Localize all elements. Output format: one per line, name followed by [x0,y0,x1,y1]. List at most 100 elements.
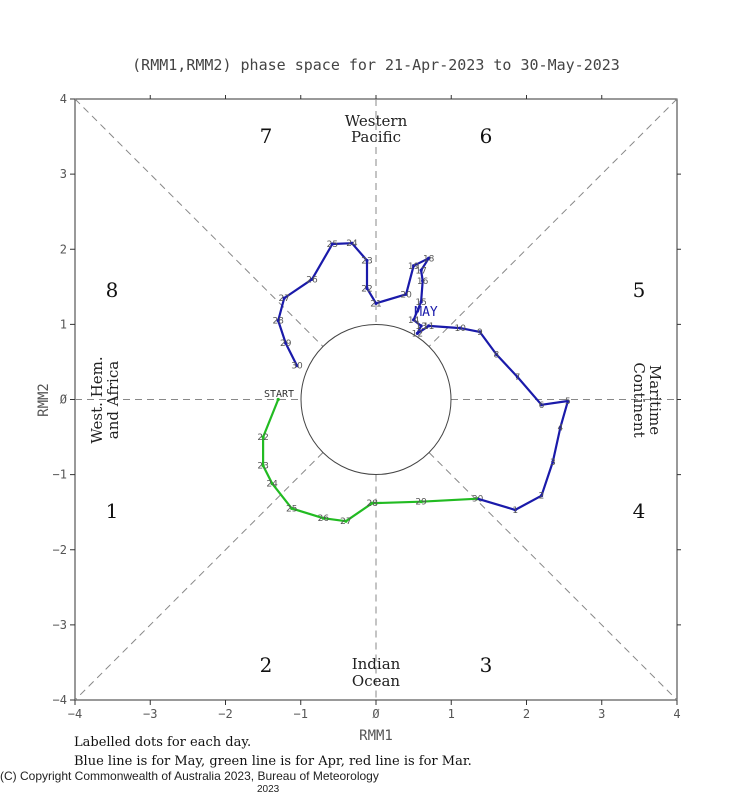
day-point-may [419,324,423,328]
phase-number-8: 8 [106,278,119,302]
day-point-may [558,425,562,429]
day-label-may: 23 [361,257,372,267]
day-point-apr [370,501,374,505]
guide-diagonal-sw [74,452,324,701]
day-point-apr [290,506,294,511]
day-point-may [404,292,408,296]
day-point-apr [321,516,325,520]
phase-number-7: 7 [260,124,273,148]
day-label-may: 7 [515,373,521,383]
day-label-may: 18 [423,254,435,264]
guide-diagonal-ne [428,98,678,347]
copyright-text: (C) Copyright Commonwealth of Australia … [0,769,379,783]
phase-number-4: 4 [633,499,646,523]
y-tick-label: −2 [53,543,67,557]
day-label-may: 22 [361,284,372,294]
day-point-may [513,508,517,512]
note-labelled-dots: Labelled dots for each day. [74,735,251,750]
x-tick-label: 4 [673,707,680,721]
day-label-apr: 29 [415,498,427,508]
y-tick-label: 3 [60,167,67,181]
day-label-may: 11 [423,322,434,332]
x-tick-label: 2 [523,707,530,721]
region-bottom-line1: Indian [352,655,401,673]
day-point-may [365,286,369,290]
day-label-may: 13 [415,322,426,332]
region-right-line2: Continent [630,362,648,437]
y-tick-label: 4 [60,92,67,106]
day-label-apr: 27 [340,517,351,527]
y-tick-label: 2 [60,242,67,256]
day-point-may [427,256,431,260]
day-label-may: 12 [412,329,423,339]
day-point-may [515,375,520,379]
day-point-may [539,494,544,498]
unit-circle [300,324,452,475]
day-point-may [284,341,288,345]
start-label: START [264,389,294,400]
day-point-may [276,319,280,323]
day-point-may [412,264,416,268]
day-label-apr: 24 [266,480,278,490]
day-point-apr [419,500,423,504]
x-tick-label: Ø [372,707,380,721]
day-point-may [350,241,354,245]
note-line-colors: Blue line is for May, green line is for … [74,754,472,769]
day-label-may: 17 [415,266,426,276]
series-line-apr [262,399,478,523]
day-label-may: 9 [477,328,483,338]
day-point-may [419,300,423,304]
y-tick-label: Ø [60,393,68,407]
day-point-may [374,301,378,305]
day-label-may: 25 [327,240,338,250]
day-point-may [421,279,425,283]
phase-numbers: 1 2 3 4 5 6 7 8 [106,124,646,677]
day-point-may [494,352,498,357]
day-point-may [365,258,369,263]
x-tick-label: −3 [143,707,157,721]
x-tick-label: 3 [598,707,605,721]
day-label-may: 14 [408,316,420,326]
day-label-may: 16 [417,277,429,287]
day-label-may: 27 [278,294,289,304]
day-label-may: 20 [400,290,412,300]
day-label-apr: 28 [367,499,379,509]
day-label-apr: 22 [257,433,268,443]
month-marker-may: MAY [414,305,438,320]
phase-guides [74,98,678,701]
region-top-line1: Western [345,112,408,130]
chart-title: (RMM1,RMM2) phase space for 21-Apr-2023 … [132,56,620,74]
x-tick-label: 1 [448,707,455,721]
day-label-may: 10 [455,324,467,334]
day-label-may: 1 [512,506,518,516]
day-label-may: 26 [306,275,318,285]
region-left-line2: and Africa [104,361,122,439]
region-bottom-line2: Ocean [352,672,401,690]
day-point-apr [270,482,274,486]
day-point-may [458,326,462,330]
day-point-apr [344,519,348,523]
day-label-apr: 26 [318,514,330,524]
day-label-may: 24 [346,239,358,249]
day-point-may [551,460,555,464]
region-right-line1: Maritime [646,365,664,435]
day-label-may: 6 [539,401,545,411]
day-point-apr [261,435,265,439]
day-point-may [412,318,416,322]
day-point-may [330,242,334,246]
day-point-may [295,364,299,368]
day-label-may: 19 [408,262,420,272]
y-tick-label: 1 [60,317,67,331]
day-point-may [539,403,544,407]
region-left-line1: West. Hem. [88,356,106,443]
phase-number-3: 3 [480,653,493,677]
day-label-may: 28 [272,317,284,327]
day-label-may: 2 [539,492,545,502]
phase-number-2: 2 [260,653,273,677]
day-label-may: 30 [291,362,303,372]
day-label-apr: 23 [257,462,268,472]
day-point-may [415,331,419,335]
